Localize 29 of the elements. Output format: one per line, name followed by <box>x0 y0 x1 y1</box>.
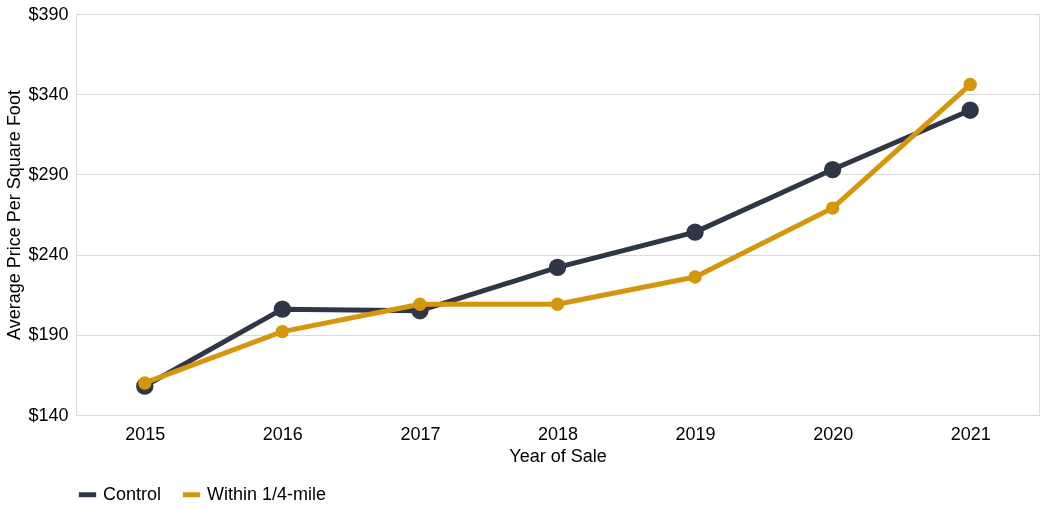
legend-label: Control <box>103 483 162 504</box>
y-tick-label: $290 <box>28 163 69 184</box>
point <box>273 300 292 318</box>
x-tick-label: 2018 <box>537 423 579 444</box>
point <box>138 376 152 390</box>
x-tick-label: 2021 <box>950 423 991 444</box>
point <box>686 223 704 241</box>
y-tick-label: $390 <box>28 3 69 24</box>
legend-label: Within 1/4-mile <box>207 483 327 504</box>
y-tick-label: $190 <box>28 324 69 345</box>
x-tick-label: 2019 <box>675 423 716 444</box>
x-tick-label: 2015 <box>125 423 166 444</box>
y-tick-label: $140 <box>28 404 69 425</box>
point <box>825 201 840 215</box>
y-axis-title: Average Price Per Square Foot <box>4 90 25 340</box>
point <box>688 270 702 284</box>
point <box>963 77 977 92</box>
y-tick-label: $340 <box>28 83 69 104</box>
point <box>961 101 979 119</box>
point <box>275 324 290 339</box>
point <box>413 297 427 312</box>
y-tick-label: $240 <box>28 244 69 265</box>
point <box>823 160 842 179</box>
x-tick-label: 2017 <box>400 423 441 444</box>
x-axis-title: Year of Sale <box>509 445 607 466</box>
point <box>548 258 567 277</box>
x-tick-label: 2020 <box>813 423 854 444</box>
x-tick-label: 2016 <box>262 423 303 444</box>
point <box>550 297 565 312</box>
